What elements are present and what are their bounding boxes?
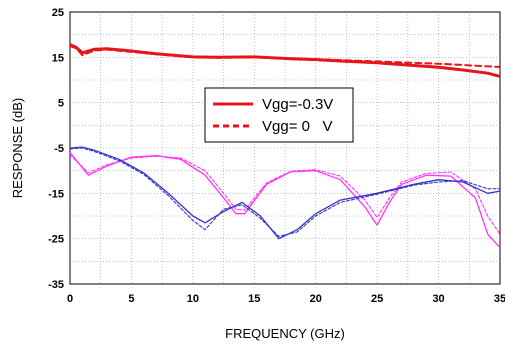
y-tick-label: -25: [48, 234, 64, 246]
legend-label-vgg-neg03: Vgg=-0.3V: [262, 96, 333, 113]
x-tick-label: 35: [494, 293, 505, 305]
legend: Vgg=-0.3V Vgg= 0 V: [204, 87, 354, 143]
series-line-5: [70, 147, 500, 237]
y-tick-label: 5: [58, 98, 64, 110]
x-tick-label: 10: [187, 293, 199, 305]
x-tick-label: 25: [371, 293, 383, 305]
y-tick-label: -15: [48, 188, 64, 200]
y-tick-label: 25: [52, 7, 64, 19]
y-axis-title: RESPONSE (dB): [10, 98, 25, 198]
x-tick-label: 15: [248, 293, 260, 305]
series-line-2: [70, 151, 500, 249]
x-tick-label: 5: [128, 293, 134, 305]
x-tick-label: 20: [310, 293, 322, 305]
series-group: [70, 43, 500, 249]
series-line-4: [70, 146, 500, 240]
y-tick-label: 15: [52, 52, 64, 64]
series-line-0: [70, 43, 500, 78]
series-line-1: [70, 45, 500, 68]
y-tick-label: -35: [48, 279, 64, 291]
legend-box: [204, 87, 354, 143]
x-tick-label: 0: [67, 293, 73, 305]
x-axis-title: FREQUENCY (GHz): [225, 326, 345, 341]
tick-labels: 0 5 10 15 20 25 30 35 -35 -25 -15 -5 5 15 25: [48, 7, 505, 305]
x-tick-label: 30: [432, 293, 444, 305]
y-tick-label: -5: [54, 143, 64, 155]
legend-label-vgg-0: Vgg= 0 V: [262, 118, 332, 135]
series-line-3: [70, 154, 500, 235]
